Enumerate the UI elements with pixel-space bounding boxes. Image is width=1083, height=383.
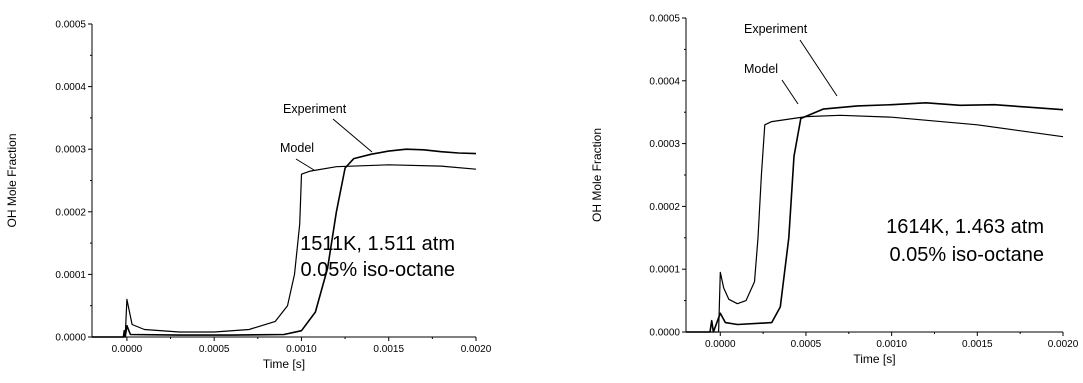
annotation-arrow-experiment bbox=[799, 39, 838, 97]
y-tick-label: 0.0003 bbox=[649, 139, 680, 150]
x-tick-label: 0.0010 bbox=[286, 344, 317, 355]
x-tick-label: 0.0000 bbox=[705, 339, 736, 350]
y-tick-label: 0.0000 bbox=[649, 328, 680, 339]
y-tick-label: 0.0000 bbox=[55, 333, 86, 344]
annotation-model: Model bbox=[744, 62, 778, 76]
series-line-experiment bbox=[92, 148, 477, 338]
annotation-arrow-experiment bbox=[332, 118, 373, 153]
x-tick-label: 0.0015 bbox=[373, 344, 404, 355]
condition-text: 0.05% iso-octane bbox=[889, 244, 1044, 266]
x-tick-label: 0.0020 bbox=[461, 344, 492, 355]
annotation-model: Model bbox=[280, 141, 314, 155]
y-tick-label: 0.0005 bbox=[55, 20, 86, 31]
y-tick-label: 0.0002 bbox=[55, 207, 86, 218]
y-tick-label: 0.0001 bbox=[649, 265, 680, 276]
series-line-model bbox=[92, 164, 477, 338]
y-axis-label: OH Mole Fraction bbox=[590, 128, 604, 222]
x-axis-label: Time [s] bbox=[263, 357, 305, 371]
x-tick-label: 0.0010 bbox=[876, 339, 907, 350]
condition-text: 0.05% iso-octane bbox=[300, 259, 455, 281]
series-line-model bbox=[686, 114, 1064, 333]
series-line-experiment bbox=[686, 102, 1064, 333]
annotation-experiment: Experiment bbox=[283, 102, 347, 116]
x-tick-label: 0.0000 bbox=[112, 344, 143, 355]
x-tick-label: 0.0005 bbox=[791, 339, 822, 350]
y-axis-label: OH Mole Fraction bbox=[5, 133, 19, 227]
y-tick-label: 0.0001 bbox=[55, 270, 86, 281]
annotation-arrow-model bbox=[781, 79, 799, 105]
condition-text: 1511K, 1.511 atm bbox=[300, 233, 455, 255]
x-tick-label: 0.0015 bbox=[962, 339, 993, 350]
annotation-experiment: Experiment bbox=[744, 22, 808, 36]
chart-panel-left: 0.0000 0.0001 0.0002 0.0003 0.0004 0.0005 0.00… bbox=[5, 20, 492, 372]
x-tick-label: 0.0020 bbox=[1048, 339, 1079, 350]
y-tick-label: 0.0004 bbox=[649, 76, 680, 87]
y-tick-label: 0.0004 bbox=[55, 82, 86, 93]
y-tick-label: 0.0003 bbox=[55, 145, 86, 156]
condition-text: 1614K, 1.463 atm bbox=[886, 216, 1044, 238]
annotation-arrow-model bbox=[295, 158, 315, 171]
x-axis-label: Time [s] bbox=[853, 352, 895, 366]
x-tick-label: 0.0005 bbox=[199, 344, 230, 355]
y-tick-label: 0.0002 bbox=[649, 202, 680, 213]
chart-panel-right: 0.0000 0.0001 0.0002 0.0003 0.0004 0.0005 0.00… bbox=[590, 14, 1079, 367]
y-tick-label: 0.0005 bbox=[649, 14, 680, 25]
